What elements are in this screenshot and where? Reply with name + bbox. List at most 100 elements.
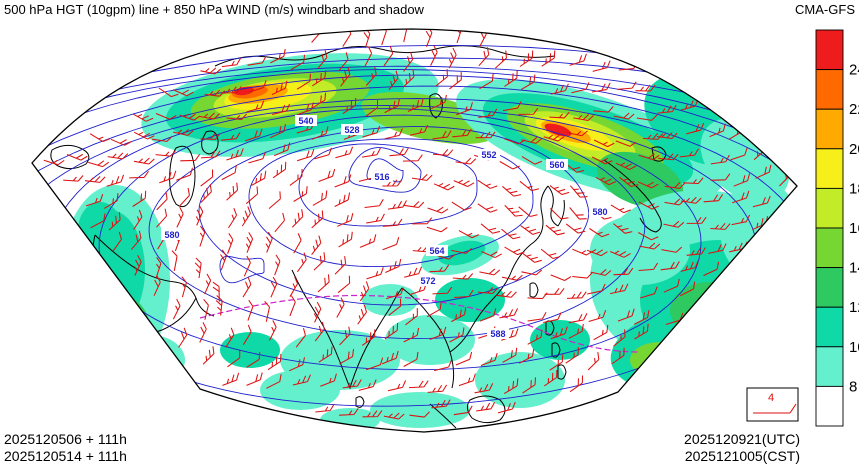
wind-barb — [155, 257, 162, 278]
legend-box — [746, 387, 799, 422]
wind-barb — [638, 201, 660, 210]
wind-shading-blob — [530, 320, 590, 360]
wind-barb — [200, 67, 222, 75]
map-boundary — [31, 28, 798, 433]
wind-barb — [565, 223, 586, 234]
wind-barb — [752, 195, 771, 208]
wind-barb — [708, 243, 727, 254]
wind-barb — [271, 80, 288, 96]
wind-barb — [451, 201, 472, 211]
colorbar-cell — [815, 306, 844, 348]
wind-barb — [153, 275, 161, 296]
wind-barb — [199, 322, 207, 343]
wind-barb — [432, 286, 453, 295]
wind-barb — [611, 347, 625, 365]
wind-barb — [296, 252, 307, 273]
wind-barb — [270, 48, 286, 64]
coastline — [651, 146, 667, 162]
wind-barb — [274, 254, 281, 276]
coastline — [201, 130, 219, 155]
wind-barb — [172, 298, 181, 320]
wind-barb — [243, 255, 251, 277]
wind-barb — [609, 250, 631, 258]
init-time-cst: 2025120514 + 111h — [4, 448, 127, 464]
wind-barb — [203, 299, 209, 320]
wind-barb — [311, 126, 329, 140]
wind-barb — [246, 372, 263, 386]
wind-barb — [106, 174, 125, 187]
wind-barb — [382, 218, 403, 227]
wind-barb — [89, 133, 111, 143]
wind-barb — [549, 111, 570, 119]
wind-barb — [681, 196, 702, 204]
wind-barb — [709, 123, 726, 138]
wind-barb — [220, 249, 227, 271]
wind-barb — [334, 256, 347, 275]
wind-barb — [104, 193, 119, 209]
wind-barb — [609, 283, 629, 295]
coastline — [291, 269, 403, 390]
wind-barb — [664, 198, 686, 206]
contour-label: 560 — [549, 160, 564, 170]
wind-barb — [593, 106, 614, 113]
wind-barb — [226, 182, 239, 201]
wind-barb — [427, 384, 448, 393]
wind-barb — [336, 297, 345, 318]
wind-barb — [638, 232, 659, 241]
wind-barb — [339, 407, 359, 416]
wind-barb — [431, 94, 447, 110]
wind-barb — [451, 307, 467, 323]
wind-barb — [610, 204, 631, 214]
wind-barb — [549, 185, 570, 196]
wind-barb — [293, 233, 302, 254]
wind-barb — [311, 92, 327, 109]
colorbar-cell — [815, 148, 844, 189]
colorbar-tick-label: 8 — [849, 378, 857, 395]
wind-barb — [364, 199, 384, 209]
wind-barb — [221, 165, 237, 181]
wind-barb — [222, 372, 240, 386]
wind-barb — [200, 150, 221, 159]
wind-shading-blob — [370, 392, 470, 428]
wind-barb — [226, 148, 244, 161]
wind-barb — [266, 374, 282, 389]
colorbar-cell — [815, 346, 844, 387]
wind-barb — [362, 410, 383, 418]
wind-barb — [587, 351, 600, 371]
wind-barb — [521, 156, 543, 165]
wind-barb — [640, 286, 658, 299]
contour-label-bg — [341, 124, 363, 135]
wind-barb — [383, 412, 405, 420]
wind-barb — [412, 217, 433, 225]
wind-barb — [502, 101, 522, 112]
wind-barb — [569, 375, 584, 393]
wind-barb — [586, 248, 608, 257]
wind-barb — [337, 212, 354, 227]
wind-barb — [495, 50, 507, 69]
wind-shading-blob — [544, 123, 572, 137]
valid-time-cst: 2025121005(CST) — [685, 448, 800, 464]
wind-barb — [313, 252, 326, 271]
wind-barb — [340, 66, 351, 87]
wind-barb — [458, 373, 476, 387]
wind-barb — [339, 326, 351, 346]
wind-barb — [518, 107, 539, 115]
wind-barb — [731, 214, 751, 226]
wind-barb — [543, 369, 558, 387]
chart-title: 500 hPa HGT (10gpm) line + 850 hPa WIND … — [4, 2, 425, 17]
wind-barb — [296, 148, 315, 162]
wind-barb — [312, 190, 328, 206]
contour-label: 552 — [481, 150, 496, 160]
wind-barb — [155, 150, 176, 157]
wind-barb — [663, 220, 685, 228]
coastline — [50, 144, 90, 170]
legend-value: 4 — [768, 392, 774, 404]
wind-barb — [84, 175, 106, 183]
wind-barb — [180, 154, 201, 162]
wind-barb — [215, 295, 223, 316]
wind-barb — [338, 231, 353, 248]
wind-barb — [567, 130, 588, 137]
contour-label: 580 — [592, 207, 607, 217]
colorbar-tick-label: 20 — [849, 141, 859, 158]
wind-barb — [518, 348, 535, 364]
